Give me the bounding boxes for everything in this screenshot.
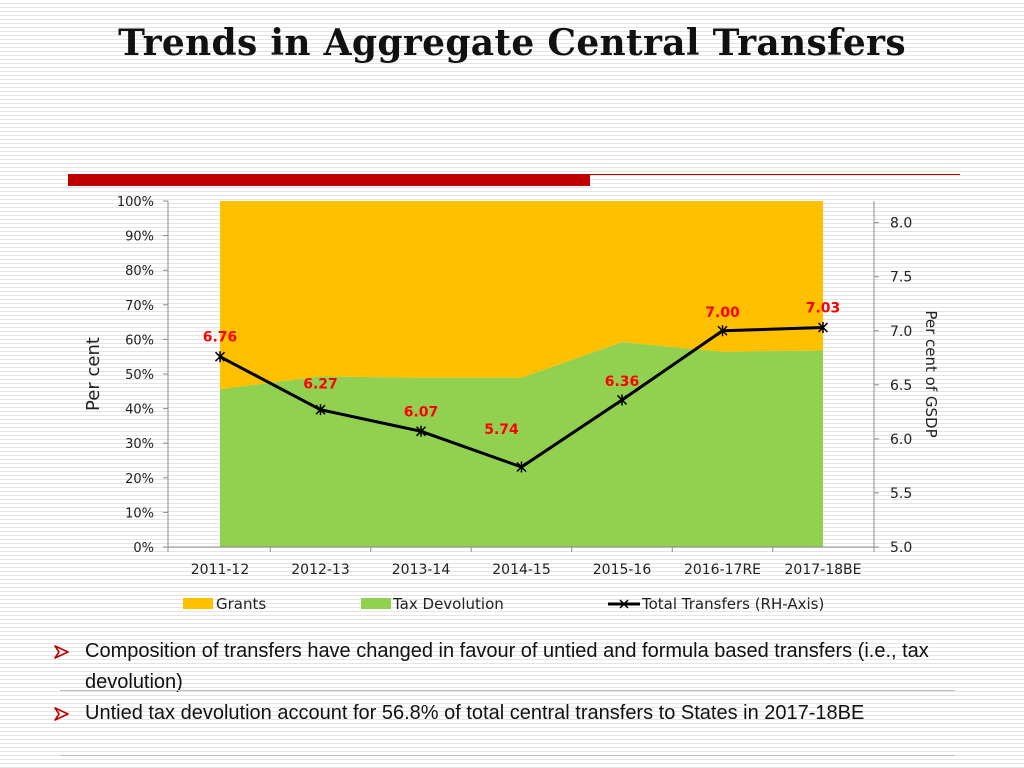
data-label: 6.76: [203, 330, 238, 346]
y2-tick-label: 8.0: [890, 216, 912, 232]
x-tick-label: 2011-12: [191, 562, 250, 578]
y2-tick-label: 6.5: [890, 378, 912, 394]
slide-title: Trends in Aggregate Central Transfers: [118, 22, 906, 64]
y-tick-label: 0%: [133, 541, 154, 556]
total-transfers-point: [516, 461, 527, 473]
y-tick-label: 10%: [125, 506, 154, 521]
data-label: 6.07: [404, 404, 439, 420]
y2-tick-label: 5.5: [890, 486, 912, 502]
title-accent-bar: [68, 174, 590, 186]
y-tick-label: 70%: [125, 299, 154, 314]
y2-tick-label: 6.0: [890, 432, 912, 448]
bullet-list: Composition of transfers have changed in…: [52, 636, 1002, 729]
title-accent-line: [590, 174, 960, 175]
y2-tick-label: 7.5: [890, 270, 912, 286]
bullet-item: Composition of transfers have changed in…: [52, 636, 1002, 698]
bullet-item: Untied tax devolution account for 56.8% …: [52, 698, 1002, 729]
y-tick-label: 90%: [125, 230, 154, 245]
x-tick-label: 2014-15: [492, 562, 551, 578]
y-tick-label: 80%: [125, 264, 154, 279]
tax-devolution-area: [220, 342, 823, 547]
x-tick-label: 2012-13: [291, 562, 350, 578]
legend-swatch-tax-devolution: [361, 598, 391, 609]
legend-label-total-transfers: Total Transfers (RH-Axis): [641, 595, 824, 613]
data-label: 6.36: [605, 374, 640, 390]
arrow-bullet-icon: [54, 707, 69, 721]
bullet-text: Untied tax devolution account for 56.8% …: [85, 702, 865, 724]
y-tick-label: 40%: [125, 403, 154, 418]
x-tick-label: 2013-14: [392, 562, 451, 578]
legend-swatch-grants: [183, 598, 213, 609]
total-transfers-point: [315, 404, 326, 416]
grants-area: [220, 201, 823, 390]
legend-label-grants: Grants: [216, 595, 266, 613]
total-transfers-point: [616, 394, 628, 406]
y2-tick-label: 7.0: [890, 324, 912, 340]
total-transfers-point: [717, 325, 728, 337]
y-tick-label: 30%: [125, 437, 154, 452]
y2-axis-title: Per cent of GSDP: [922, 310, 940, 437]
total-transfers-point: [415, 425, 427, 437]
legend-label-tax-devolution: Tax Devolution: [392, 595, 504, 613]
y-tick-label: 60%: [125, 333, 154, 348]
data-label: 5.74: [484, 422, 519, 438]
data-label: 7.03: [806, 301, 841, 317]
data-label: 6.27: [303, 377, 338, 393]
total-transfers-point: [817, 322, 829, 334]
x-tick-label: 2017-18BE: [785, 562, 862, 578]
y2-tick-label: 5.0: [890, 540, 912, 556]
data-label: 7.00: [705, 305, 740, 321]
bullet-separator: [60, 755, 955, 756]
bullet-text: Composition of transfers have changed in…: [85, 640, 929, 693]
y-axis-title: Per cent: [83, 337, 104, 411]
arrow-bullet-icon: [54, 645, 69, 659]
bullet-separator: [60, 690, 955, 691]
x-tick-label: 2015-16: [593, 562, 652, 578]
total-transfers-point: [214, 351, 226, 363]
x-tick-label: 2016-17RE: [684, 562, 761, 578]
legend-marker-total-transfers: [619, 599, 629, 609]
y-tick-label: 20%: [125, 472, 154, 487]
y-tick-label: 50%: [125, 368, 154, 383]
y-tick-label: 100%: [117, 195, 154, 210]
